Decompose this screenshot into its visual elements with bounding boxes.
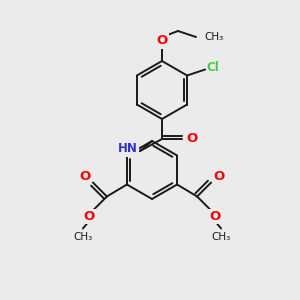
Text: CH₃: CH₃ [204, 32, 224, 42]
Text: O: O [209, 210, 221, 223]
Text: O: O [186, 133, 198, 146]
Text: O: O [156, 34, 168, 47]
Text: HN: HN [118, 142, 138, 155]
Text: O: O [79, 170, 91, 183]
Text: CH₃: CH₃ [212, 232, 231, 242]
Text: O: O [83, 210, 94, 223]
Text: Cl: Cl [207, 61, 220, 74]
Text: CH₃: CH₃ [73, 232, 92, 242]
Text: O: O [214, 170, 225, 183]
